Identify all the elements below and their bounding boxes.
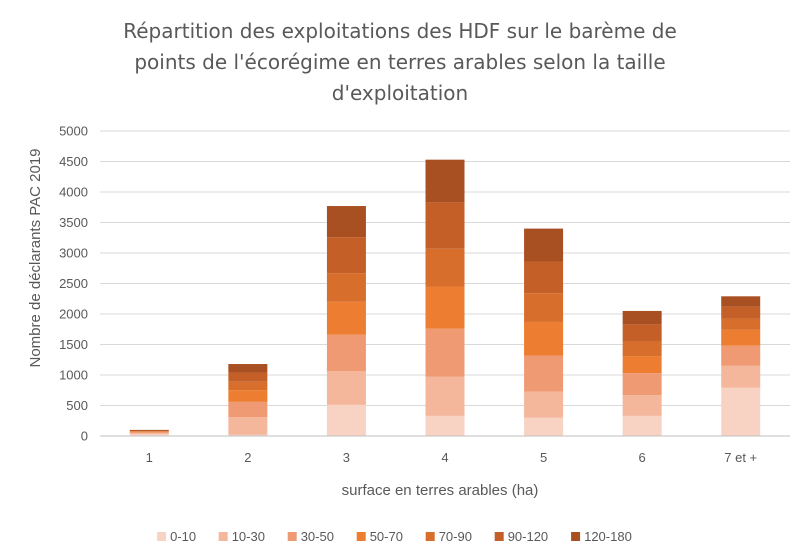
legend-item: 120-180	[571, 529, 632, 544]
bar-segment	[326, 206, 366, 238]
bar-segment	[721, 296, 761, 307]
bar-segment	[228, 434, 268, 436]
chart-title-line-1: Répartition des exploitations des HDF su…	[123, 19, 677, 43]
legend-label: 90-120	[508, 529, 548, 544]
bars	[129, 159, 761, 436]
legend-swatch	[356, 532, 366, 541]
legend-item: 10-30	[218, 529, 265, 544]
legend-swatch	[157, 532, 167, 541]
bar-segment	[622, 356, 662, 374]
bar-segment	[326, 371, 366, 405]
legend-label: 0-10	[170, 529, 196, 544]
bar-segment	[129, 429, 169, 431]
legend-item: 90-120	[494, 529, 548, 544]
bar-segment	[721, 387, 761, 436]
legend-label: 120-180	[584, 529, 632, 544]
bar-segment	[721, 318, 761, 330]
legend-item: 30-50	[287, 529, 334, 544]
bar-segment	[129, 434, 169, 436]
bar-segment	[228, 364, 268, 373]
x-tick-label: 6	[639, 450, 646, 465]
bar-segment	[721, 329, 761, 346]
x-tick-label: 3	[343, 450, 350, 465]
y-tick-label: 1000	[59, 368, 88, 383]
x-axis-label: surface en terres arables (ha)	[342, 482, 539, 499]
bar-segment	[524, 321, 564, 356]
legend-swatch	[571, 532, 581, 541]
x-tick-label: 4	[441, 450, 448, 465]
bar-segment	[326, 273, 366, 302]
bar-segment	[425, 159, 465, 203]
legend-item: 0-10	[157, 529, 196, 544]
y-tick-label: 4500	[59, 154, 88, 169]
bar-segment	[622, 341, 662, 357]
legend-swatch	[425, 532, 435, 541]
bar-segment	[622, 395, 662, 416]
bar-segment	[425, 415, 465, 436]
bar-segment	[228, 390, 268, 402]
legend-item: 70-90	[425, 529, 472, 544]
legend-label: 50-70	[370, 529, 403, 544]
bar-segment	[228, 372, 268, 382]
bar-segment	[622, 373, 662, 396]
bar-segment	[524, 355, 564, 392]
legend-label: 10-30	[232, 529, 265, 544]
bar-segment	[524, 293, 564, 322]
bar-segment	[524, 228, 564, 262]
bar-segment	[425, 248, 465, 287]
legend: 0-10 10-30 30-50 50-70 70-90 90-120 120-180	[157, 529, 632, 544]
bar-segment	[129, 430, 169, 432]
y-tick-label: 2500	[59, 276, 88, 291]
bar-segment	[228, 401, 268, 418]
bar-segment	[326, 404, 366, 436]
bar-segment	[622, 324, 662, 342]
bar-segment	[425, 328, 465, 377]
bar-segment	[622, 310, 662, 325]
bar-segment	[721, 345, 761, 366]
y-tick-label: 2000	[59, 307, 88, 322]
y-tick-label: 0	[81, 429, 88, 444]
y-tick-label: 4000	[59, 185, 88, 200]
y-tick-label: 3000	[59, 246, 88, 261]
y-tick-label: 500	[66, 398, 88, 413]
legend-swatch	[218, 532, 228, 541]
chart-title: Répartition des exploitations des HDF su…	[123, 19, 677, 105]
bar-segment	[228, 417, 268, 435]
x-tick-label: 5	[540, 450, 547, 465]
bar-segment	[228, 381, 268, 391]
bar-segment	[721, 365, 761, 388]
bar-segment	[524, 417, 564, 436]
bar-segment	[425, 376, 465, 416]
bar-segment	[129, 431, 169, 433]
bar-segment	[326, 334, 366, 372]
bar-segment	[326, 237, 366, 274]
bar-segment	[326, 301, 366, 335]
bar-segment	[425, 286, 465, 329]
x-tick-label: 7 et +	[724, 450, 757, 465]
bar-segment	[129, 431, 169, 432]
y-tick-label: 5000	[59, 124, 88, 139]
bar-segment	[524, 391, 564, 418]
y-tick-label: 1500	[59, 337, 88, 352]
x-tick-label: 2	[244, 450, 251, 465]
chart-title-line-2: points de l'écorégime en terres arables …	[134, 50, 665, 74]
y-axis-ticks: 0 500 1000 1500 2000 2500 3000 3500 4000 4500 5000	[59, 124, 88, 444]
y-axis-label: Nombre de déclarants PAC 2019	[27, 148, 44, 367]
legend-label: 70-90	[439, 529, 472, 544]
bar-segment	[129, 432, 169, 433]
legend-item: 50-70	[356, 529, 403, 544]
x-tick-label: 1	[146, 450, 153, 465]
chart-title-line-3: d'exploitation	[332, 81, 468, 105]
legend-swatch	[494, 532, 504, 541]
bar-segment	[425, 202, 465, 249]
bar-segment	[721, 306, 761, 319]
bar-segment	[129, 432, 169, 435]
legend-label: 30-50	[301, 529, 334, 544]
y-tick-label: 3500	[59, 215, 88, 230]
legend-swatch	[287, 532, 297, 541]
bar-segment	[622, 415, 662, 436]
x-axis-ticks: 1 2 3 4 5 6 7 et +	[146, 450, 757, 465]
bar-segment	[524, 261, 564, 294]
